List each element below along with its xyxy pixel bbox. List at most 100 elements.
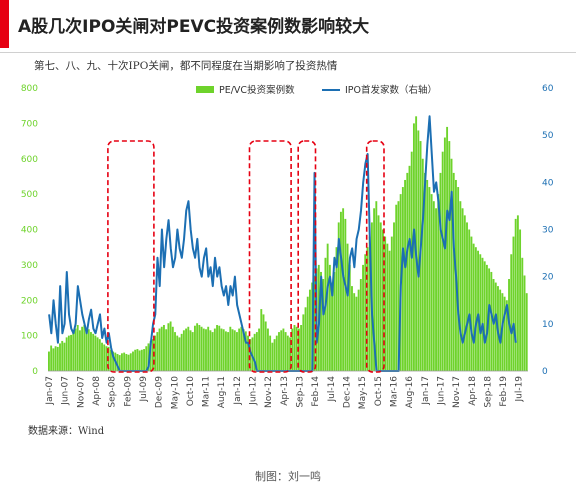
bar xyxy=(468,229,471,371)
bar xyxy=(479,254,482,371)
bar xyxy=(302,314,305,371)
bar xyxy=(54,346,57,371)
bar xyxy=(412,123,415,372)
bar xyxy=(463,215,466,371)
chart-subtitle: 第七、八、九、十次IPO关闸，都不同程度在当期影响了投资热情 xyxy=(34,60,338,72)
bar xyxy=(450,158,453,371)
bar xyxy=(48,351,50,371)
bar xyxy=(333,271,336,371)
bar xyxy=(304,307,307,371)
bar xyxy=(443,137,446,371)
bar xyxy=(461,208,464,371)
bar xyxy=(227,332,230,371)
bar xyxy=(264,321,267,371)
bar xyxy=(417,130,420,371)
x-tick-label: Nov-12 xyxy=(264,376,274,408)
y2-tick-label: 50 xyxy=(542,131,554,141)
bar xyxy=(379,222,382,371)
bar xyxy=(136,349,139,371)
bar xyxy=(149,340,152,371)
x-tick-label: Jan-17 xyxy=(421,376,431,406)
bar xyxy=(521,257,524,371)
bar xyxy=(503,296,506,371)
x-tick-label: Mar-11 xyxy=(202,376,212,407)
bar xyxy=(357,289,360,371)
y2-tick-label: 60 xyxy=(542,84,554,94)
bar xyxy=(404,179,407,371)
bar xyxy=(109,349,112,371)
bar xyxy=(313,275,316,371)
bar xyxy=(220,328,223,371)
bar xyxy=(426,179,429,371)
bar xyxy=(280,330,283,371)
bar xyxy=(271,342,274,371)
bar xyxy=(67,335,70,372)
x-tick-label: Dec-14 xyxy=(343,376,353,408)
bar xyxy=(198,325,201,371)
bar xyxy=(165,329,168,371)
bar xyxy=(435,208,437,371)
bar xyxy=(474,247,477,371)
bar xyxy=(331,282,334,371)
x-tick-label: Feb-19 xyxy=(499,376,509,407)
bar xyxy=(258,328,261,371)
bar xyxy=(145,346,148,371)
bar xyxy=(253,333,256,371)
bar xyxy=(231,329,234,371)
bar xyxy=(519,229,522,371)
bar xyxy=(291,328,294,371)
bar xyxy=(180,333,183,371)
bar xyxy=(382,229,384,371)
bar xyxy=(322,279,325,371)
bar xyxy=(346,243,349,371)
x-tick-label: Sep-13 xyxy=(296,376,306,408)
y-tick-label: 100 xyxy=(21,332,38,342)
bar xyxy=(207,326,210,371)
bar xyxy=(160,326,163,371)
accent-bar xyxy=(0,0,9,48)
bar xyxy=(439,172,442,371)
x-tick-label: Nov-07 xyxy=(76,376,86,408)
bar xyxy=(125,354,128,371)
bar xyxy=(178,337,181,371)
y-tick-label: 600 xyxy=(21,155,38,165)
bar xyxy=(156,332,159,371)
bar xyxy=(189,330,192,371)
bar xyxy=(388,250,391,371)
bar xyxy=(282,328,285,371)
bar xyxy=(98,339,101,371)
bar xyxy=(81,326,84,371)
bar xyxy=(432,201,435,371)
y2-tick-label: 10 xyxy=(542,320,554,330)
bar xyxy=(196,323,199,371)
x-tick-label: Jun-07 xyxy=(61,376,71,406)
bar xyxy=(309,289,311,371)
bar xyxy=(393,222,395,371)
x-tick-label: Jun-12 xyxy=(249,376,259,406)
bar xyxy=(286,335,289,372)
bar xyxy=(238,328,241,371)
bar xyxy=(324,257,327,371)
bar xyxy=(490,271,493,371)
bar xyxy=(428,187,431,371)
ipo-freeze-window xyxy=(297,140,317,373)
bar xyxy=(174,332,176,371)
x-tick-label: Apr-18 xyxy=(468,376,478,406)
x-tick-label: Mar-16 xyxy=(390,376,400,407)
x-tick-label: Jan-07 xyxy=(45,376,55,406)
bar xyxy=(348,264,351,372)
bar xyxy=(446,126,449,371)
bar xyxy=(390,236,393,371)
bar xyxy=(510,254,513,371)
bar xyxy=(273,339,276,371)
bar xyxy=(344,218,347,371)
bar xyxy=(229,326,232,371)
bar xyxy=(306,296,309,371)
bar xyxy=(448,141,451,371)
y-tick-label: 700 xyxy=(21,119,38,129)
bar xyxy=(65,337,68,371)
bar xyxy=(70,334,72,371)
bar xyxy=(176,335,179,372)
bar xyxy=(337,222,340,371)
